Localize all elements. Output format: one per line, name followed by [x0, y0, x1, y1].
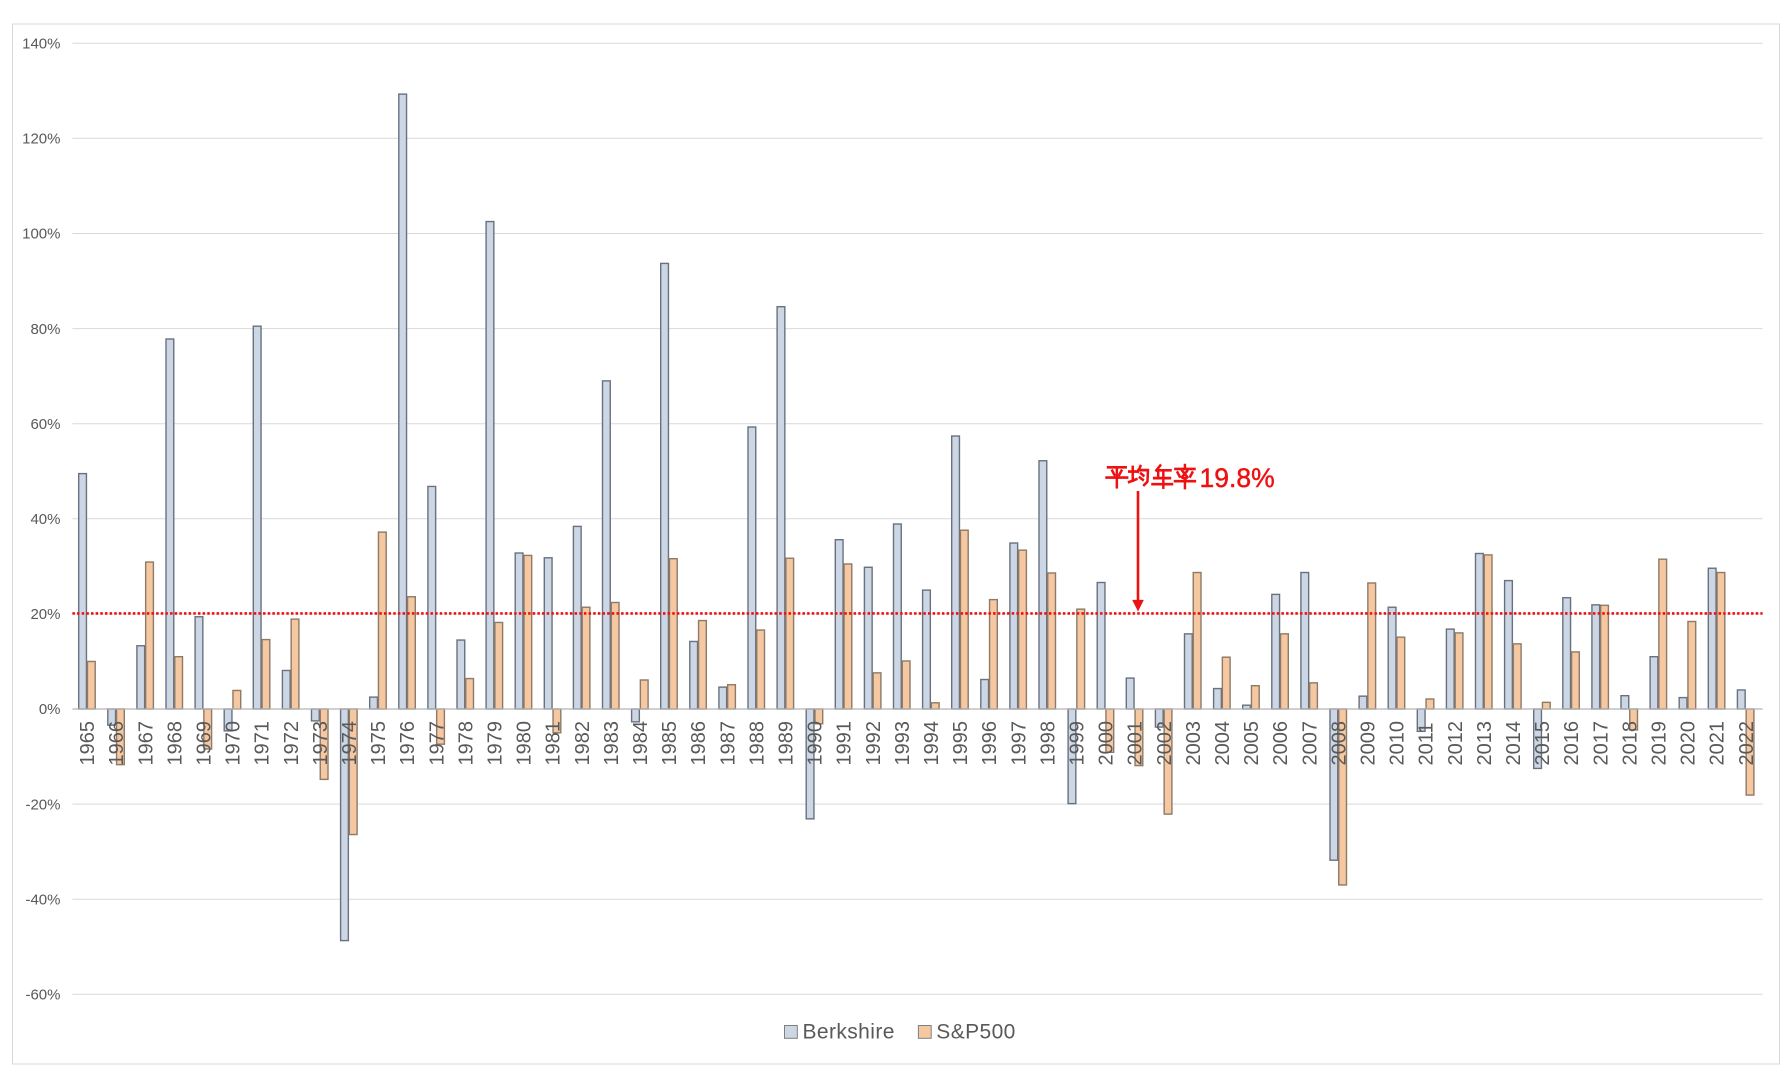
svg-text:120%: 120% [22, 131, 60, 148]
svg-text:2015: 2015 [1532, 721, 1554, 766]
svg-text:1992: 1992 [863, 721, 885, 766]
svg-text:1993: 1993 [892, 721, 914, 766]
svg-text:1988: 1988 [746, 721, 768, 766]
svg-text:2011: 2011 [1416, 722, 1438, 765]
svg-text:1967: 1967 [135, 721, 157, 766]
svg-text:1990: 1990 [805, 721, 827, 766]
svg-text:1978: 1978 [455, 721, 477, 766]
svg-text:1975: 1975 [368, 721, 390, 766]
svg-text:1965: 1965 [77, 721, 99, 766]
svg-text:1995: 1995 [950, 721, 972, 766]
svg-text:100%: 100% [22, 226, 60, 243]
svg-text:1980: 1980 [514, 721, 536, 766]
svg-text:2009: 2009 [1357, 721, 1379, 766]
svg-text:1985: 1985 [659, 721, 681, 766]
svg-text:1976: 1976 [397, 721, 419, 766]
svg-text:2005: 2005 [1241, 721, 1263, 766]
svg-text:0%: 0% [39, 701, 61, 718]
svg-text:2018: 2018 [1619, 721, 1641, 766]
svg-text:1982: 1982 [572, 721, 594, 766]
svg-text:2022: 2022 [1736, 721, 1758, 766]
svg-text:19.8%: 19.8% [1200, 463, 1275, 493]
svg-text:60%: 60% [30, 416, 60, 433]
svg-text:1973: 1973 [310, 721, 332, 766]
svg-text:2012: 2012 [1445, 721, 1467, 766]
svg-text:S&P500: S&P500 [936, 1021, 1015, 1044]
svg-text:1986: 1986 [688, 721, 710, 766]
svg-text:2020: 2020 [1678, 721, 1700, 766]
svg-text:1991: 1991 [834, 721, 856, 766]
svg-text:-60%: -60% [25, 987, 60, 1004]
svg-text:1972: 1972 [281, 721, 303, 766]
svg-text:Berkshire: Berkshire [803, 1021, 895, 1044]
svg-text:1966: 1966 [106, 721, 128, 766]
svg-text:2017: 2017 [1590, 721, 1612, 766]
svg-text:1970: 1970 [223, 721, 245, 766]
svg-text:1971: 1971 [252, 721, 274, 766]
svg-text:2019: 2019 [1648, 721, 1670, 766]
svg-text:2021: 2021 [1707, 721, 1729, 766]
svg-text:1969: 1969 [193, 721, 215, 766]
svg-text:2004: 2004 [1212, 721, 1234, 766]
svg-text:2013: 2013 [1474, 721, 1496, 766]
svg-text:40%: 40% [30, 511, 60, 528]
svg-text:2014: 2014 [1503, 721, 1525, 766]
svg-text:2006: 2006 [1270, 721, 1292, 766]
svg-text:2001: 2001 [1125, 721, 1147, 766]
svg-text:-40%: -40% [25, 891, 60, 908]
svg-text:-20%: -20% [25, 796, 60, 813]
svg-text:1981: 1981 [543, 721, 565, 766]
svg-text:1999: 1999 [1066, 721, 1088, 766]
svg-text:1968: 1968 [164, 721, 186, 766]
svg-text:1974: 1974 [339, 721, 361, 766]
svg-text:20%: 20% [30, 606, 60, 623]
svg-text:1996: 1996 [979, 721, 1001, 766]
svg-text:2016: 2016 [1561, 721, 1583, 766]
svg-text:2003: 2003 [1183, 721, 1205, 766]
svg-text:2010: 2010 [1387, 721, 1409, 766]
svg-text:1994: 1994 [921, 721, 943, 766]
svg-text:1979: 1979 [484, 721, 506, 766]
svg-text:2002: 2002 [1154, 721, 1176, 766]
svg-text:1997: 1997 [1008, 721, 1030, 766]
svg-text:1987: 1987 [717, 721, 739, 766]
svg-text:140%: 140% [22, 35, 60, 52]
svg-text:2000: 2000 [1096, 721, 1118, 766]
svg-text:1989: 1989 [775, 721, 797, 766]
svg-text:1977: 1977 [426, 721, 448, 766]
svg-text:1983: 1983 [601, 721, 623, 766]
svg-text:1984: 1984 [630, 721, 652, 766]
svg-text:80%: 80% [30, 321, 60, 338]
svg-text:2008: 2008 [1328, 721, 1350, 766]
svg-text:1998: 1998 [1037, 721, 1059, 766]
svg-text:2007: 2007 [1299, 721, 1321, 766]
